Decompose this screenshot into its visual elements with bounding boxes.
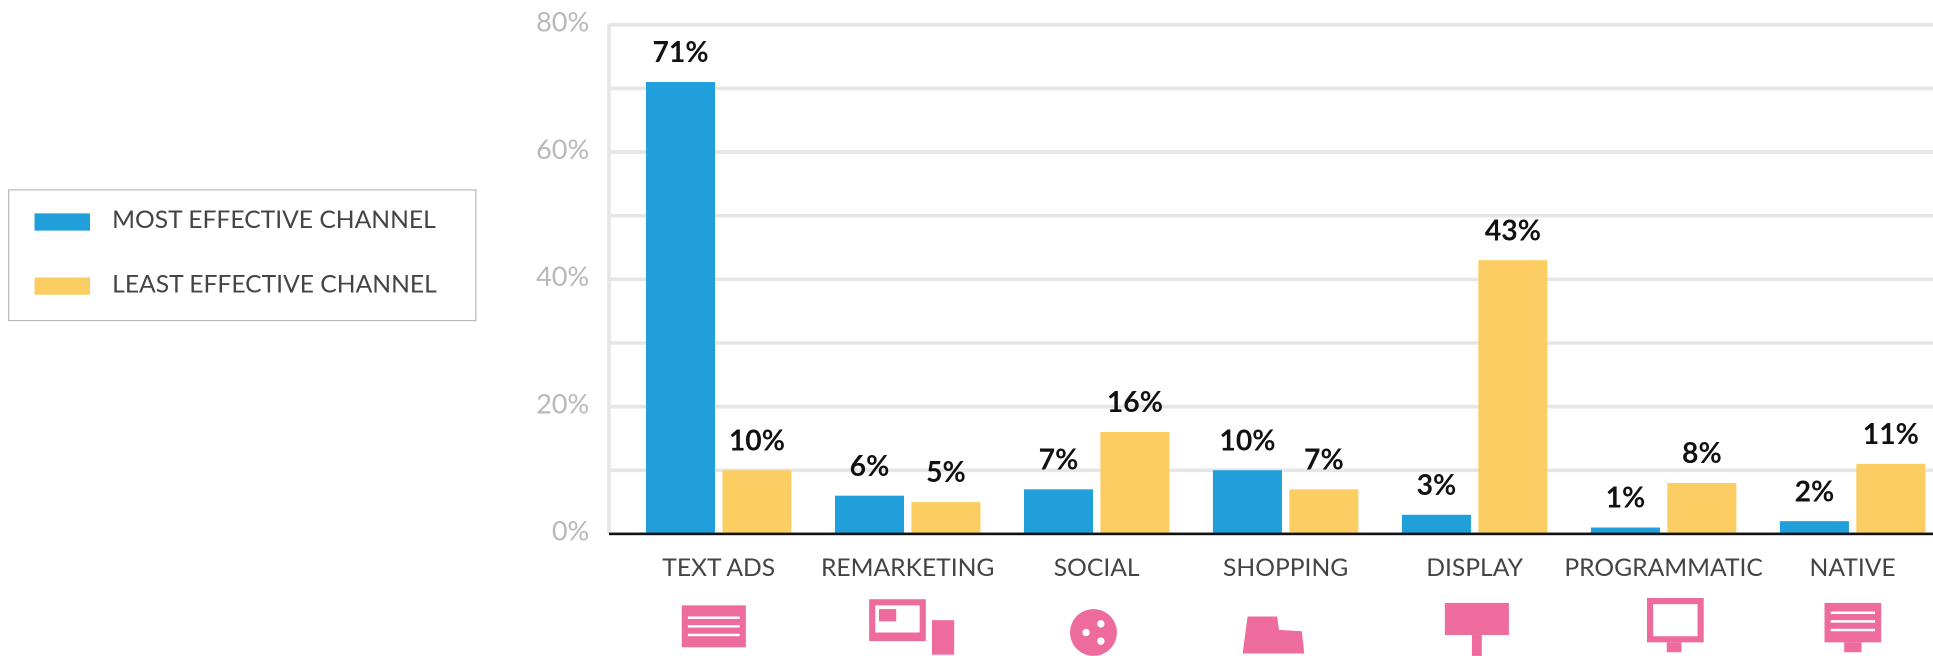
x-tick-label: DISPLAY bbox=[1426, 553, 1523, 582]
value-label: 43% bbox=[1485, 213, 1541, 247]
value-label: 10% bbox=[1219, 423, 1275, 457]
bar bbox=[1289, 489, 1359, 534]
value-label: 2% bbox=[1795, 474, 1835, 508]
x-tick-label: REMARKETING bbox=[821, 553, 994, 582]
x-tick-label: PROGRAMMATIC bbox=[1564, 553, 1763, 582]
value-label: 6% bbox=[850, 449, 890, 483]
y-tick-label: 60% bbox=[536, 132, 589, 165]
legend-swatch bbox=[34, 213, 90, 231]
y-tick-label: 40% bbox=[536, 259, 589, 292]
value-label: 71% bbox=[652, 35, 708, 69]
bar bbox=[834, 495, 904, 534]
icon bbox=[1444, 602, 1509, 635]
x-tick-label: SOCIAL bbox=[1054, 553, 1140, 582]
x-tick-label: SHOPPING bbox=[1223, 553, 1348, 582]
bar bbox=[645, 82, 716, 534]
y-tick-label: 0% bbox=[552, 514, 589, 547]
value-label: 3% bbox=[1417, 468, 1457, 502]
value-label: 16% bbox=[1107, 385, 1163, 419]
bar bbox=[1100, 432, 1170, 534]
value-label: 8% bbox=[1682, 436, 1722, 470]
value-label: 11% bbox=[1863, 417, 1919, 451]
bar bbox=[1478, 260, 1548, 534]
icon bbox=[931, 620, 955, 655]
value-label: 7% bbox=[1304, 442, 1344, 476]
bar bbox=[722, 470, 792, 534]
icon bbox=[1070, 609, 1117, 656]
bar bbox=[1856, 463, 1926, 534]
legend-label: LEAST EFFECTIVE CHANNEL bbox=[112, 269, 437, 298]
icon bbox=[1242, 616, 1305, 654]
icons bbox=[681, 597, 1882, 656]
bar bbox=[911, 502, 981, 534]
y-tick-label: 20% bbox=[536, 386, 589, 419]
value-label: 7% bbox=[1039, 442, 1079, 476]
value-label: 10% bbox=[729, 423, 785, 457]
legend-label: MOST EFFECTIVE CHANNEL bbox=[112, 205, 436, 234]
bar bbox=[1212, 470, 1282, 534]
value-label: 5% bbox=[926, 455, 966, 489]
value-label: 1% bbox=[1606, 481, 1646, 515]
bar bbox=[1667, 482, 1737, 534]
bar bbox=[1590, 527, 1660, 534]
bar bbox=[1779, 521, 1849, 534]
x-tick-label: NATIVE bbox=[1810, 553, 1896, 582]
bar bbox=[1401, 514, 1471, 534]
x-tick-label: TEXT ADS bbox=[662, 553, 775, 582]
y-tick-label: 80% bbox=[536, 5, 589, 38]
legend-box bbox=[8, 189, 477, 322]
bar bbox=[1023, 489, 1093, 534]
legend-swatch bbox=[34, 277, 90, 295]
